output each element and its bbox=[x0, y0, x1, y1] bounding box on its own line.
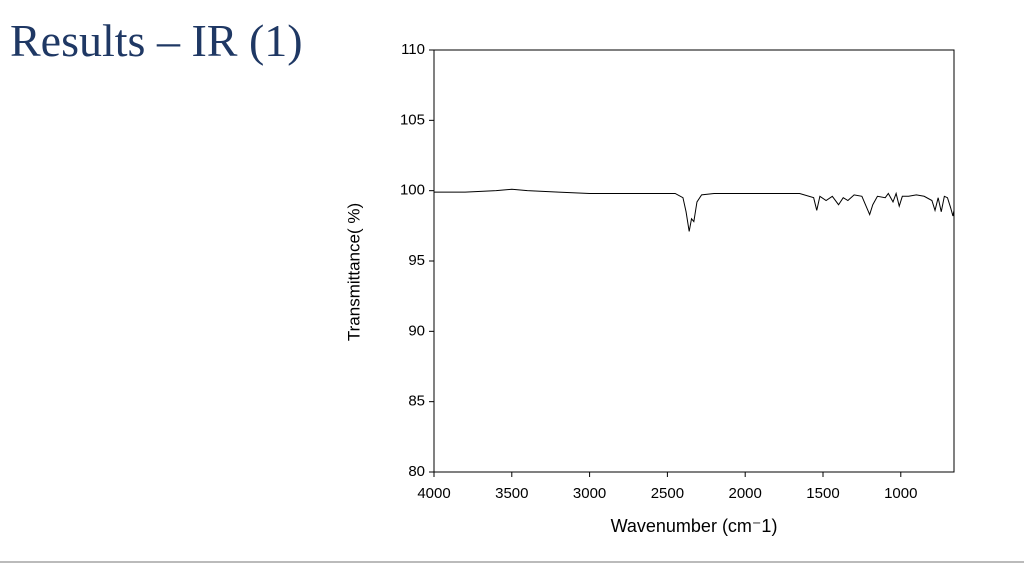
y-tick-label: 105 bbox=[400, 111, 425, 128]
spectrum-line bbox=[434, 188, 955, 232]
y-tick-label: 95 bbox=[408, 252, 425, 269]
y-tick-label: 110 bbox=[401, 41, 425, 58]
y-axis-label: Transmittance( %) bbox=[344, 203, 363, 341]
x-axis-label: Wavenumber (cm⁻1) bbox=[611, 516, 778, 536]
x-tick-label: 3000 bbox=[573, 485, 606, 502]
y-tick-label: 100 bbox=[400, 182, 425, 199]
y-tick-label: 90 bbox=[408, 322, 425, 339]
x-tick-label: 3500 bbox=[495, 485, 528, 502]
y-tick-label: 85 bbox=[408, 393, 425, 410]
y-tick-label: 80 bbox=[408, 463, 425, 480]
x-tick-label: 4000 bbox=[417, 485, 450, 502]
x-tick-label: 2000 bbox=[729, 485, 762, 502]
plot-frame bbox=[433, 49, 955, 473]
x-tick-label: 2500 bbox=[651, 485, 684, 502]
x-tick-label: 1000 bbox=[884, 485, 917, 502]
slide-title: Results – IR (1) bbox=[10, 15, 303, 66]
x-tick-label: 1500 bbox=[806, 485, 839, 502]
